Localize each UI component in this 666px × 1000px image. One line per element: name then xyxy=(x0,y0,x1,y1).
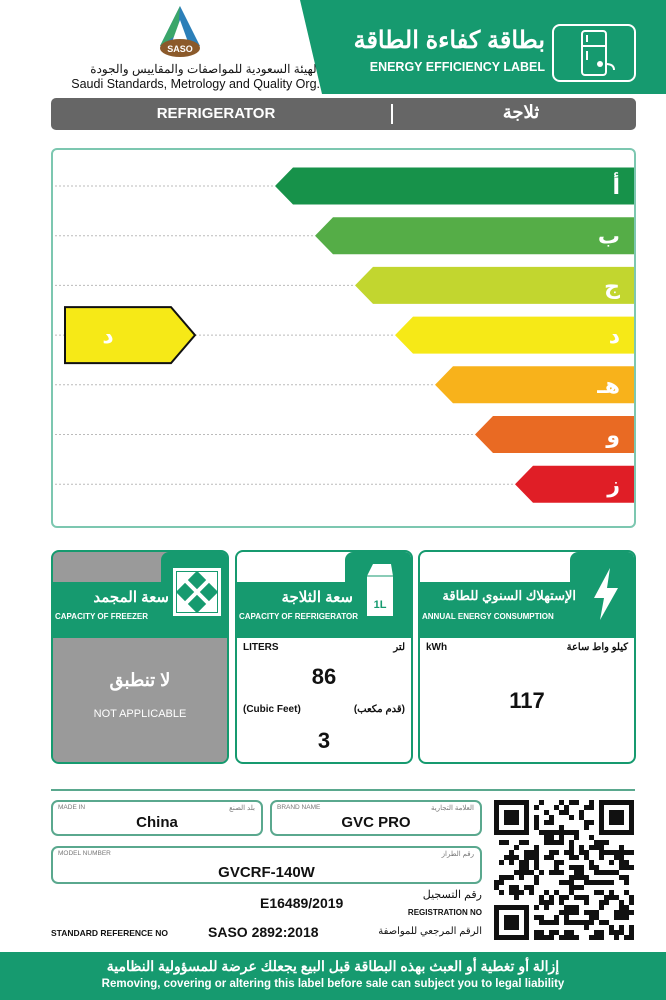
brand-value: GVC PRO xyxy=(341,814,411,831)
rating-bar-label: ج xyxy=(604,274,620,299)
saso-logo: SASO xyxy=(148,4,212,60)
energy-value: 117 xyxy=(509,688,545,713)
rating-bar-6 xyxy=(475,416,634,453)
label-title-en: ENERGY EFFICIENCY LABEL xyxy=(369,60,545,74)
model-value: GVCRF-140W xyxy=(218,864,315,881)
rating-bar-label: هـ xyxy=(596,374,620,399)
freezer-title-en: CAPACITY OF FREEZER xyxy=(55,612,149,621)
energy-title-en: ANNUAL ENERGY CONSUMPTION xyxy=(422,612,554,621)
rating-bar-5 xyxy=(435,366,634,404)
fridge-plug-icon xyxy=(552,24,636,82)
cubic-feet-value: 3 xyxy=(317,728,331,753)
not-applicable-ar: لا تنطبق xyxy=(109,670,171,690)
rating-bar-3 xyxy=(355,266,634,304)
expand-arrows-icon xyxy=(173,568,221,616)
appliance-type-bar: REFRIGERATOR ثلاجة xyxy=(51,98,636,130)
qr-code[interactable] xyxy=(494,800,634,940)
freezer-capacity-card: سعة المجمد CAPACITY OF FREEZER لا تنطبق … xyxy=(51,550,229,764)
fridge-title-en: CAPACITY OF REFRIGERATOR xyxy=(239,612,358,621)
liters-value: 86 xyxy=(311,664,337,689)
warning-en: Removing, covering or altering this labe… xyxy=(101,978,565,990)
made-in-label: MADE IN xyxy=(58,804,86,811)
refrigerator-capacity-card: سعة الثلاجة CAPACITY OF REFRIGERATOR 1L … xyxy=(235,550,413,764)
legal-warning-footer: إزالة أو تغطية أو العبث بهذه البطاقة قبل… xyxy=(0,952,666,1000)
model-label-ar: رقم الطراز xyxy=(441,851,474,858)
org-name-ar: الهيئة السعودية للمواصفات والمقاييس والج… xyxy=(90,62,320,76)
fridge-title-ar: سعة الثلاجة xyxy=(281,589,353,606)
made-in-label-ar: بلد الصنع xyxy=(229,805,255,812)
brand-field: BRAND NAME العلامة التجارية GVC PRO xyxy=(270,800,482,836)
energy-consumption-card: الإستهلاك السنوي للطاقة ANNUAL ENERGY CO… xyxy=(418,550,636,764)
energy-title-ar: الإستهلاك السنوي للطاقة xyxy=(442,588,576,603)
standard-label-ar: الرقم المرجعي للمواصفة xyxy=(378,926,482,937)
rating-bar-label: أ xyxy=(612,171,620,200)
liters-label-ar: لتر xyxy=(393,642,405,653)
model-label: MODEL NUMBER xyxy=(58,850,111,857)
rating-bar-2 xyxy=(315,217,634,255)
org-name-en: Saudi Standards, Metrology and Quality O… xyxy=(71,77,320,91)
kwh-label-ar: كيلو واط ساعة xyxy=(566,642,628,653)
divider xyxy=(51,789,635,791)
warning-ar: إزالة أو تغطية أو العبث بهذه البطاقة قبل… xyxy=(106,958,560,974)
svg-text:SASO: SASO xyxy=(167,44,193,54)
standard-label-en: STANDARD REFERENCE NO xyxy=(51,928,168,938)
brand-label-ar: العلامة التجارية xyxy=(430,805,474,812)
brand-label: BRAND NAME xyxy=(277,804,321,811)
efficiency-scale: أ ب ج د هـ و ز د xyxy=(51,148,636,528)
carton-label: 1L xyxy=(374,599,387,611)
liters-label-en: LITERS xyxy=(243,642,279,653)
kwh-label-en: kWh xyxy=(426,642,448,653)
standard-value: SASO 2892:2018 xyxy=(208,924,319,940)
made-in-value: China xyxy=(136,814,178,831)
rating-bar-7 xyxy=(515,465,634,503)
rating-bar-label: ب xyxy=(598,225,620,250)
not-applicable-en: NOT APPLICABLE xyxy=(93,708,187,720)
appliance-type-ar: ثلاجة xyxy=(502,102,540,122)
registration-value: E16489/2019 xyxy=(260,895,344,911)
selected-rating-label: د xyxy=(102,324,113,349)
label-title-ar: بطاقة كفاءة الطاقة xyxy=(353,27,545,54)
lightning-icon xyxy=(590,566,620,627)
divider xyxy=(391,104,393,124)
rating-bar-label: د xyxy=(609,324,620,349)
rating-bar-label: ز xyxy=(606,473,620,498)
rating-bar-label: و xyxy=(605,424,620,449)
model-field: MODEL NUMBER رقم الطراز GVCRF-140W xyxy=(51,846,482,884)
registration-label-ar: رقم التسجيل xyxy=(422,889,482,901)
milk-carton-icon: 1L xyxy=(363,562,397,625)
made-in-field: MADE IN بلد الصنع China xyxy=(51,800,263,836)
registration-label-en: REGISTRATION NO xyxy=(407,908,482,917)
cubic-feet-label-ar: (قدم مكعب) xyxy=(353,704,405,715)
rating-bar-4 xyxy=(395,316,634,354)
rating-bar-1 xyxy=(275,167,634,205)
freezer-title-ar: سعة المجمد xyxy=(93,589,169,606)
cubic-feet-label-en: (Cubic Feet) xyxy=(243,704,301,715)
appliance-type-en: REFRIGERATOR xyxy=(156,105,276,122)
selected-rating-indicator xyxy=(64,306,197,365)
